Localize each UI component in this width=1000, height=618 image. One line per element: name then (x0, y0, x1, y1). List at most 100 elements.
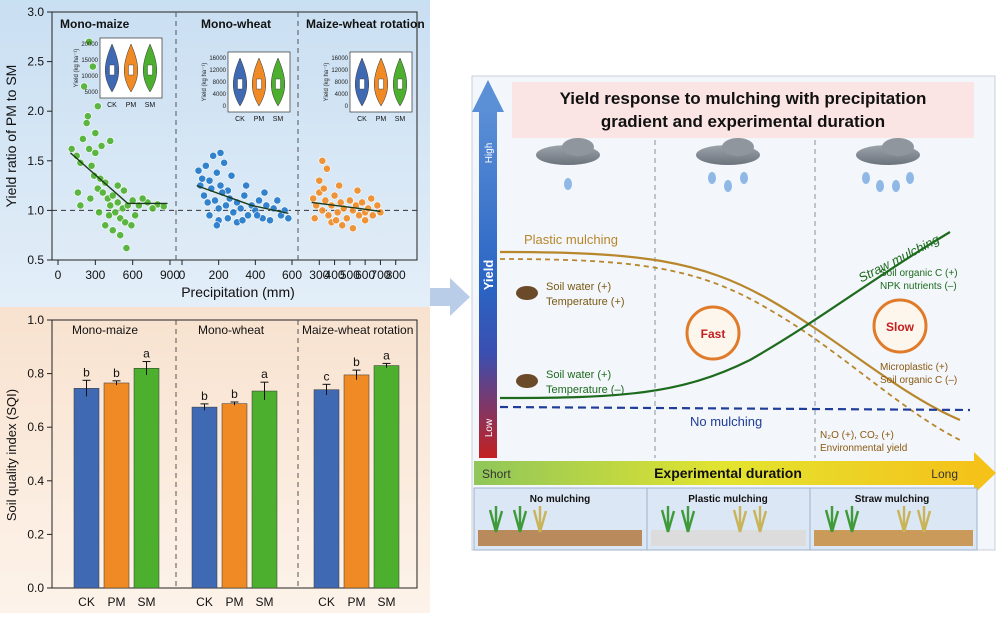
inset-x-label: SM (273, 116, 284, 123)
bar-y-tick-label: 0.4 (27, 474, 44, 488)
scatter-point (101, 221, 110, 230)
scatter-point (131, 211, 140, 220)
scatter-point (205, 211, 214, 220)
scatter-point (364, 204, 373, 213)
soil-icon (516, 374, 538, 388)
scatter-frame (51, 11, 418, 261)
scatter-point (116, 231, 125, 240)
scatter-point (121, 218, 130, 227)
scatter-point (87, 161, 96, 170)
panel-title-mono-wheat: Mono-wheat (201, 17, 271, 31)
scatter-point (376, 208, 385, 217)
panel-title-rotation: Maize-wheat rotation (306, 17, 425, 31)
sqi-bar (133, 367, 160, 589)
significance-letter: c (324, 369, 330, 383)
inset-y-label: Yield (kg ha⁻¹) (202, 63, 208, 102)
bar-x-label: PM (108, 595, 126, 609)
scatter-point (318, 206, 327, 215)
sqi-bar (343, 374, 370, 589)
cycle-slow-label: Slow (886, 320, 915, 334)
inset-y-tick-label: 4000 (335, 92, 349, 98)
scatter-point (266, 216, 274, 225)
scatter-point (238, 216, 247, 225)
scatter-point (216, 148, 225, 157)
straw-mulching-curve (499, 231, 951, 400)
panel-title-mono-maize: Mono-maize (60, 17, 130, 31)
scatter-point (227, 171, 236, 180)
straw-effect-temp: Temperature (–) (546, 384, 624, 396)
inset-box (109, 64, 115, 76)
bar-x-label: SM (256, 595, 274, 609)
straw-long-npk: NPK nutrients (–) (880, 281, 957, 292)
scatter-point (367, 194, 376, 203)
scatter-x-tick-label: 400 (325, 268, 345, 282)
inset-y-tick-label: 8000 (335, 80, 349, 86)
trend-line (69, 152, 168, 205)
inset-box (128, 64, 134, 76)
duration-axis (474, 461, 976, 485)
duration-long: Long (931, 467, 958, 481)
scatter-point (253, 211, 262, 220)
scatter-point (214, 204, 223, 213)
significance-letter: b (231, 387, 238, 401)
scatter-point (242, 181, 251, 190)
scatter-point (108, 226, 117, 235)
significance-letter: a (261, 367, 268, 381)
scatter-point (93, 102, 102, 111)
bar-y-tick-label: 0.6 (27, 420, 44, 434)
bar-x-label: PM (348, 595, 366, 609)
scatter-point (315, 176, 324, 185)
scatter-point (220, 158, 229, 167)
inset-x-label: SM (395, 116, 406, 123)
scatter-point (240, 191, 249, 200)
scatter-x-tick-label: 400 (245, 268, 265, 282)
scatter-point (319, 184, 328, 193)
yield-axis-arrowhead (472, 80, 504, 112)
trend-line (311, 201, 381, 213)
scatter-point (273, 196, 282, 205)
scatter-x-label: Precipitation (mm) (181, 284, 295, 300)
scatter-point (330, 191, 339, 200)
connector-arrow-head (450, 278, 470, 316)
scatter-point (78, 135, 87, 143)
cloud-icon (882, 138, 914, 156)
scatter-point (345, 196, 354, 205)
sqi-bar-chart: 0.0 0.2 0.4 0.6 0.8 1.0 b CK b PM a SM b CK b PM a SM c CK… (4, 313, 418, 609)
bottom-panel-no: No mulching (530, 494, 591, 505)
scatter-y-tick-label: 1.5 (27, 154, 44, 168)
crop-icon (752, 506, 768, 533)
scatter-point (353, 186, 362, 195)
duration-axis-label: Experimental duration (654, 465, 802, 481)
sqi-bar (251, 390, 278, 589)
scatter-point (212, 221, 221, 230)
scatter-y-tick-label: 2.5 (27, 55, 44, 69)
inset-y-label: Yield (kg ha⁻¹) (324, 63, 330, 102)
scatter-point (122, 244, 131, 252)
plastic-effect-temp: Temperature (+) (546, 296, 625, 308)
scatter-y-tick-label: 1.0 (27, 203, 44, 217)
scatter-point (113, 198, 122, 207)
inset-box (275, 78, 281, 90)
inset-box (378, 78, 384, 90)
bar-group-title-mono-maize: Mono-maize (72, 323, 138, 337)
scatter-point (127, 221, 136, 230)
raindrop-icon (564, 178, 572, 190)
scatter-point (318, 156, 327, 165)
inset-box (147, 64, 153, 76)
scatter-point (97, 142, 106, 150)
scatter-point (198, 174, 207, 183)
raindrop-icon (892, 180, 900, 192)
significance-letter: b (113, 366, 120, 380)
scatter-point (203, 198, 212, 207)
bottom-panel-plastic: Plastic mulching (688, 494, 767, 505)
scatter-point (236, 204, 245, 213)
inset-y-tick-label: 0 (223, 104, 227, 110)
crop-icon (488, 506, 504, 533)
inset-y-label: Yield (kg ha⁻¹) (74, 49, 80, 88)
crop-icon (660, 506, 676, 533)
violin-insets: Yield (kg ha⁻¹) 5000 10000 15000 20000 CK PM SM… (74, 37, 413, 123)
yield-axis-low: Low (484, 418, 495, 437)
cloud-heavy (856, 138, 920, 192)
bar-x-label: CK (78, 595, 95, 609)
scatter-point (85, 37, 94, 46)
